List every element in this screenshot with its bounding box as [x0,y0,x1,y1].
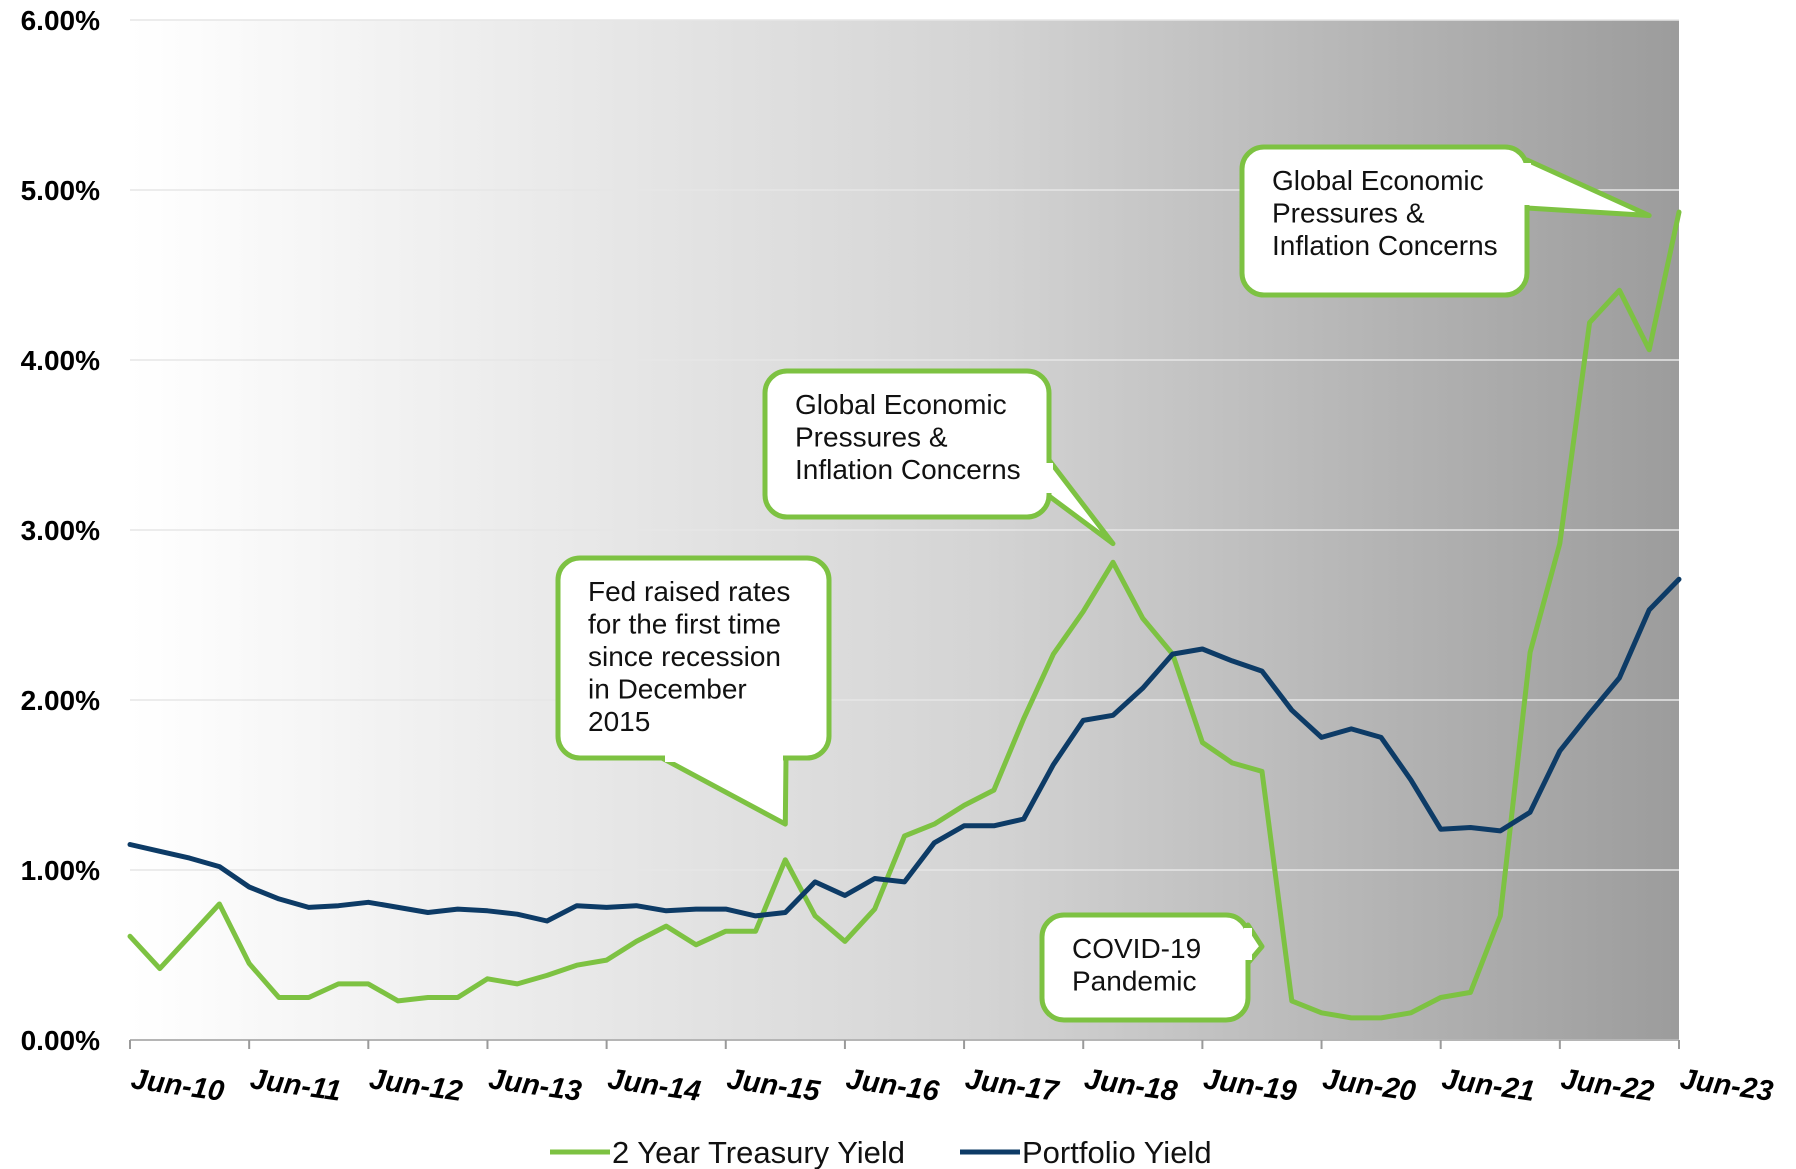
callout-text-line: 2015 [588,706,650,737]
legend-item: Portfolio Yield [960,1135,1212,1169]
y-tick-label: 4.00% [21,345,100,376]
callout-joint [1523,163,1531,205]
legend-label: Portfolio Yield [1022,1135,1212,1169]
y-tick-label: 5.00% [21,175,100,206]
callout-box [1239,144,1530,298]
legend: 2 Year Treasury Yield Portfolio Yield [550,1135,1212,1169]
callout-text-line: Fed raised rates [588,576,790,607]
callout-box [762,368,1052,520]
callout-text-line: Pandemic [1072,966,1197,997]
x-tick-label: Jun-18 [1082,1063,1180,1108]
callout-text-line: Global Economic [795,389,1007,420]
x-tick-label: Jun-21 [1440,1063,1537,1108]
series-lines [127,209,1682,1021]
legend-label: 2 Year Treasury Yield [612,1135,905,1169]
x-tick-label: Jun-15 [725,1063,823,1108]
callout-text-line: Pressures & [1272,198,1425,229]
x-tick-label: Jun-14 [606,1063,703,1108]
callout-text-line: Pressures & [795,422,948,453]
y-tick-label: 3.00% [21,515,100,546]
x-tick-label: Jun-19 [1201,1063,1298,1108]
x-tick-label: Jun-16 [844,1063,942,1108]
gridlines [130,19,1679,871]
y-tick-label: 0.00% [21,1025,100,1056]
series-line-portfolio-yield [127,576,1682,924]
callout-box [1039,912,1251,1023]
x-tick-label: Jun-17 [963,1063,1062,1108]
y-tick-label: 6.00% [21,5,100,36]
callout-joint [1045,463,1053,493]
callout-text-line: in December [588,674,747,705]
y-tick-label: 2.00% [21,685,100,716]
axes: 0.00% 1.00% 2.00% 3.00% 4.00% 5.00% 6.00% Jun-1… [21,5,1775,1108]
callout-text-line: Global Economic [1272,165,1484,196]
legend-item: 2 Year Treasury Yield [550,1135,905,1169]
callout-text-line: Inflation Concerns [1272,230,1498,261]
x-tick-label: Jun-11 [248,1063,343,1107]
x-tick-label: Jun-20 [1321,1063,1418,1108]
x-tick-label: Jun-10 [129,1063,226,1108]
callout-text-line: Inflation Concerns [795,454,1021,485]
x-tick-label: Jun-22 [1559,1063,1656,1108]
x-tick-label: Jun-12 [367,1063,464,1108]
callout-joint [665,754,783,762]
callout-joint [1244,928,1252,960]
callout-text-line: COVID-19 [1072,933,1201,964]
x-tick-label: Jun-13 [486,1063,583,1108]
x-tick-label: Jun-23 [1678,1063,1775,1108]
series-line-2-year-treasury-yield [127,209,1682,1021]
callout-text-line: since recession [588,641,781,672]
callout-text-line: for the first time [588,609,781,640]
y-tick-label: 1.00% [21,855,100,886]
